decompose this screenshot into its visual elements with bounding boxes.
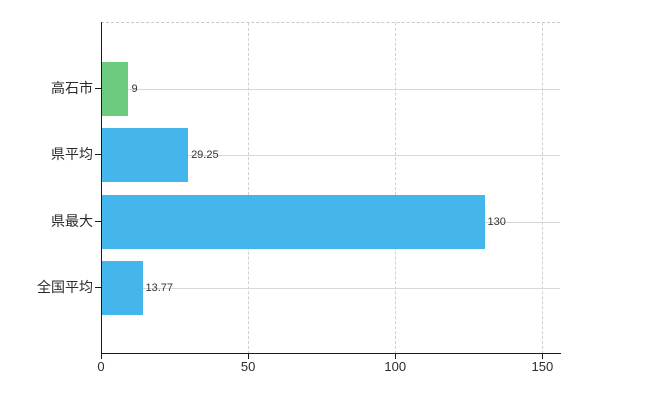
x-axis-tick-label: 100 (384, 359, 407, 374)
y-axis-tick (95, 220, 101, 222)
category-label: 県平均 (51, 146, 93, 163)
y-axis-tick (95, 286, 101, 288)
x-axis-tick (395, 354, 397, 359)
horizontal-gridline (101, 155, 560, 157)
vertical-gridline (395, 23, 397, 354)
x-axis-line (101, 353, 561, 354)
bar-value-label: 9 (131, 83, 138, 96)
bar (102, 260, 143, 315)
bar (102, 62, 129, 117)
x-axis-tick-label: 0 (97, 359, 105, 374)
bar-value-label: 130 (487, 215, 506, 228)
y-axis-tick (95, 154, 101, 156)
y-axis-line (101, 22, 102, 359)
x-axis-tick (542, 354, 544, 359)
bar-value-label: 29.25 (191, 149, 219, 162)
x-axis-tick (248, 354, 250, 359)
x-axis-tick-label: 50 (240, 359, 256, 374)
horizontal-gridline (101, 89, 560, 91)
plot-area: 9 29.25 130 13.77 (101, 22, 560, 354)
category-label: 県最大 (51, 212, 93, 229)
bar-value-label: 13.77 (145, 281, 174, 294)
x-axis-tick-label: 150 (531, 359, 554, 374)
horizontal-gridline (101, 287, 560, 289)
vertical-gridline (248, 23, 250, 354)
bar (102, 194, 485, 249)
category-label: 全国平均 (37, 278, 93, 295)
category-label: 高石市 (51, 80, 93, 97)
bar (102, 128, 189, 183)
y-axis-tick (95, 88, 101, 90)
x-axis-tick (101, 354, 102, 359)
vertical-gridline (542, 23, 544, 354)
